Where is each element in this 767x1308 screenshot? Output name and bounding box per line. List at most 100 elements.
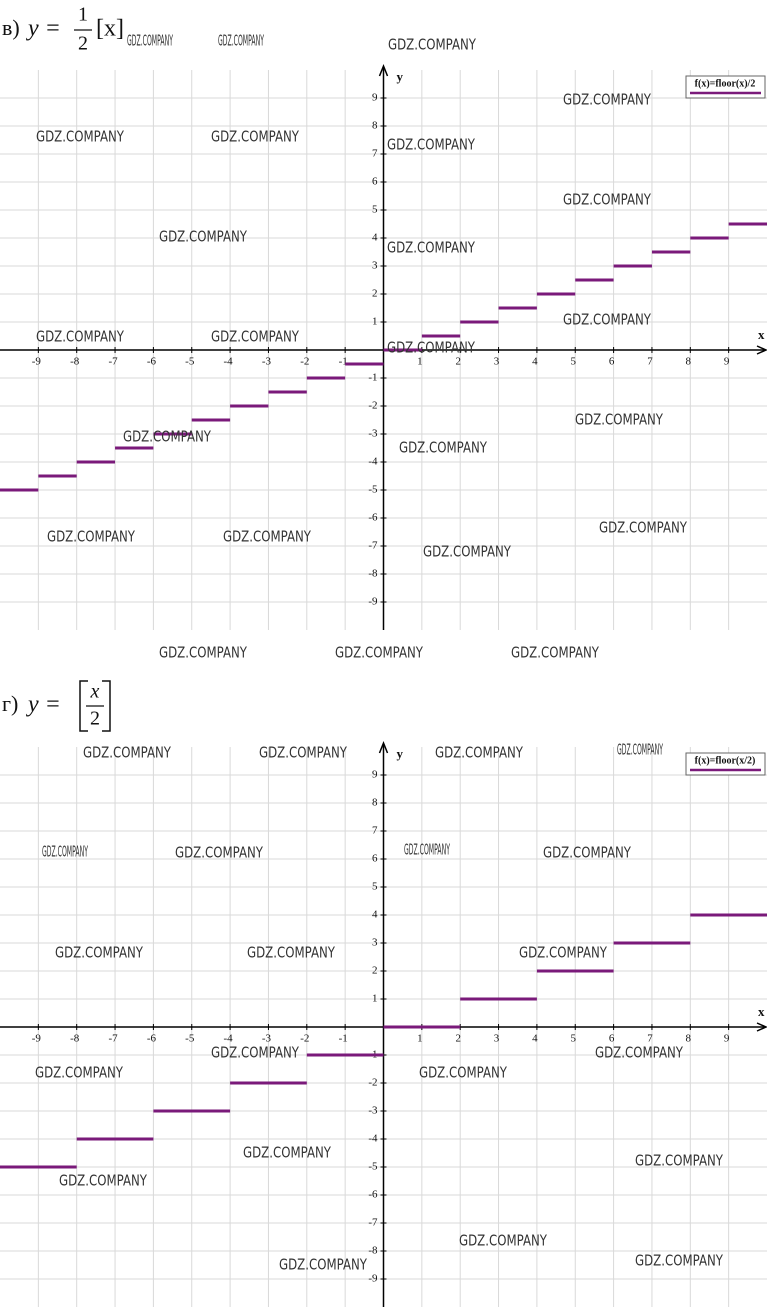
watermark: GDZ.COMPANY [563,91,652,109]
x-tick-label: -6 [147,1033,157,1045]
x-tick-label: -5 [185,1033,195,1045]
legend-label: f(x)=floor(x)/2 [695,78,756,89]
heading-label: г) [2,691,18,716]
heading-lhs: y = [26,16,61,42]
y-axis-label: y [397,69,404,84]
watermark: GDZ.COMPANY [243,1144,332,1162]
y-tick-label: -6 [368,512,378,524]
watermark: GDZ.COMPANY [175,844,264,862]
fraction-num: x [90,681,100,703]
watermark: GDZ.COMPANY [36,128,125,146]
watermark: GDZ.COMPANY [83,744,172,762]
y-tick-label: 1 [372,316,378,328]
watermark: GDZ.COMPANY [459,1232,548,1250]
y-tick-label: 4 [372,232,378,244]
watermark: GDZ.COMPANY [595,1044,684,1062]
x-tick-label: 4 [532,1033,538,1045]
x-tick-label: 5 [571,1033,577,1045]
watermark: GDZ.COMPANY [423,543,512,561]
y-arrow [378,63,389,77]
watermark: GDZ.COMPANY [218,32,264,50]
y-tick-label: 3 [372,260,378,272]
heading-lhs: y = [26,692,61,718]
watermark: GDZ.COMPANY [435,744,524,762]
heading-rest: [x] [96,16,124,42]
x-tick-label: 8 [686,1033,692,1045]
y-tick-label: -7 [368,540,378,552]
y-tick-label: -2 [368,1077,377,1089]
x-tick-label: 3 [494,356,500,368]
y-tick-label: 7 [372,148,378,160]
watermark: GDZ.COMPANY [387,339,476,357]
watermark: GDZ.COMPANY [617,741,663,759]
x-tick-label: -3 [262,1033,272,1045]
x-tick-label: -9 [32,1033,42,1045]
x-tick-label: 9 [724,1033,730,1045]
x-tick-label: -3 [262,356,272,368]
y-tick-label: -9 [368,1273,378,1285]
x-tick-label: -1 [339,356,348,368]
watermark: GDZ.COMPANY [35,1064,124,1082]
y-tick-label: -8 [368,1245,378,1257]
heading-label: в) [2,15,20,40]
x-tick-label: 9 [724,356,730,368]
x-arrow [756,345,767,355]
y-axis-label: y [397,746,404,761]
x-tick-label: -7 [108,1033,118,1045]
watermark: GDZ.COMPANY [399,439,488,457]
y-tick-label: 1 [372,993,378,1005]
y-tick-label: -8 [368,568,378,580]
watermark: GDZ.COMPANY [123,428,212,446]
watermark: GDZ.COMPANY [387,239,476,257]
y-tick-label: 8 [372,797,378,809]
x-tick-label: 2 [455,1033,461,1045]
x-tick-label: 2 [455,356,461,368]
y-tick-label: 5 [372,881,378,893]
watermark: GDZ.COMPANY [47,528,136,546]
y-tick-label: 4 [372,909,378,921]
x-tick-label: 8 [686,356,692,368]
x-tick-label: 6 [609,356,615,368]
y-tick-label: 2 [372,288,378,300]
watermark: GDZ.COMPANY [36,328,125,346]
y-tick-label: 7 [372,825,378,837]
y-tick-label: -7 [368,1217,378,1229]
x-tick-label: -7 [108,356,118,368]
watermark: GDZ.COMPANY [404,841,450,859]
watermark: GDZ.COMPANY [159,644,248,662]
watermark: GDZ.COMPANY [387,136,476,154]
watermark: GDZ.COMPANY [419,1064,508,1082]
y-tick-label: 2 [372,965,378,977]
x-tick-label: 1 [417,1033,423,1045]
x-tick-label: 5 [571,356,577,368]
watermark: GDZ.COMPANY [211,128,300,146]
y-tick-label: -3 [368,428,378,440]
x-tick-label: 4 [532,356,538,368]
y-tick-label: 9 [372,769,378,781]
x-tick-label: -4 [224,356,234,368]
legend-label: f(x)=floor(x/2) [695,755,756,766]
x-tick-label: 1 [417,356,423,368]
y-tick-label: 6 [372,853,378,865]
x-tick-label: 7 [647,1033,653,1045]
watermark: GDZ.COMPANY [127,32,173,50]
watermark: GDZ.COMPANY [279,1256,368,1274]
watermark: GDZ.COMPANY [247,944,336,962]
x-tick-label: -8 [70,356,80,368]
y-tick-label: -5 [368,484,378,496]
watermark: GDZ.COMPANY [259,744,348,762]
x-axis-label: x [758,1004,765,1019]
watermark: GDZ.COMPANY [211,328,300,346]
fraction-den: 2 [78,33,88,55]
y-tick-label: -4 [368,1133,378,1145]
y-tick-label: 9 [372,92,378,104]
watermark: GDZ.COMPANY [42,843,88,861]
x-tick-label: -2 [300,1033,309,1045]
watermark: GDZ.COMPANY [575,411,664,429]
y-tick-label: 6 [372,176,378,188]
y-tick-label: -3 [368,1105,378,1117]
x-tick-label: 6 [609,1033,615,1045]
watermark: GDZ.COMPANY [211,1044,300,1062]
x-tick-label: -6 [147,356,157,368]
